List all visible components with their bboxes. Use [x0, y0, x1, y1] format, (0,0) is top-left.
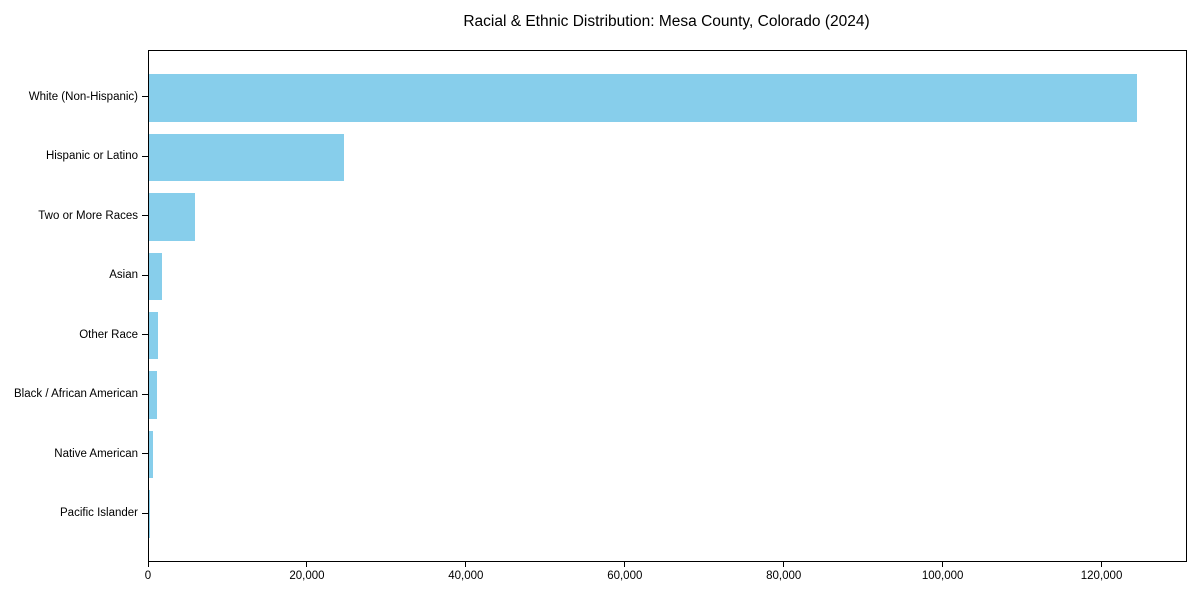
- x-tick-label: 60,000: [607, 570, 643, 582]
- y-tick-mark: [142, 453, 148, 455]
- y-tick-label: Hispanic or Latino: [45, 150, 138, 163]
- x-tick-mark: [624, 562, 626, 567]
- x-tick-label: 20,000: [289, 570, 325, 582]
- chart-title: Racial & Ethnic Distribution: Mesa Count…: [463, 13, 870, 30]
- y-tick-label: Asian: [109, 269, 138, 282]
- y-tick-mark: [142, 334, 148, 336]
- y-tick-mark: [142, 274, 148, 276]
- plot-area: [148, 50, 1187, 562]
- x-tick-label: 120,000: [1080, 570, 1123, 582]
- bar: [149, 74, 1137, 122]
- x-tick-mark: [783, 562, 785, 567]
- x-tick-mark: [306, 562, 308, 567]
- bar: [149, 490, 150, 538]
- y-tick-label: Black / African American: [14, 388, 138, 401]
- bar: [149, 371, 157, 419]
- bar: [149, 193, 196, 241]
- y-tick-mark: [142, 155, 148, 157]
- y-tick-mark: [142, 393, 148, 395]
- x-tick-mark: [1101, 562, 1103, 567]
- bar: [149, 133, 345, 182]
- x-tick-label: 100,000: [921, 570, 964, 582]
- bar: [149, 311, 159, 360]
- x-tick-mark: [465, 562, 467, 567]
- x-tick-mark: [942, 562, 944, 567]
- x-tick-mark: [147, 562, 149, 567]
- y-tick-label: Other Race: [79, 328, 138, 341]
- x-tick-label: 80,000: [766, 570, 802, 582]
- bar: [149, 252, 163, 301]
- y-tick-label: Native American: [54, 447, 138, 460]
- y-tick-label: Pacific Islander: [60, 507, 138, 520]
- x-tick-label: 40,000: [448, 570, 484, 582]
- x-tick-label: 0: [144, 570, 152, 582]
- y-tick-mark: [142, 96, 148, 98]
- y-tick-label: White (Non-Hispanic): [28, 90, 138, 103]
- y-tick-mark: [142, 512, 148, 514]
- bar: [149, 430, 153, 479]
- y-tick-mark: [142, 215, 148, 217]
- y-tick-label: Two or More Races: [38, 209, 138, 222]
